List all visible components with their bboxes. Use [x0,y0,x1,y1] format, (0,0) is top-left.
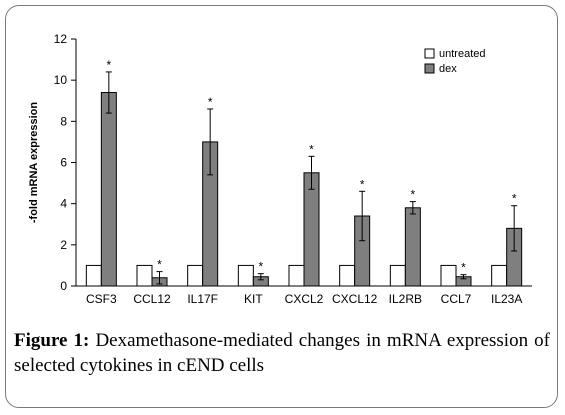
significance-marker: * [157,258,162,272]
significance-marker: * [512,192,517,206]
bar-untreated-il17f [187,264,204,287]
significance-marker: * [410,188,415,202]
bar-dex-il2rb [404,207,421,287]
bar-untreated-csf3 [85,264,102,287]
x-tick-label-csf3: CSF3 [86,292,117,306]
bar-untreated-il2rb [389,264,406,287]
legend-swatch-dex [424,63,435,74]
figure-label: Figure 1: [14,330,90,351]
y-tick-label: 6 [60,156,67,170]
bar-untreated-ccl7 [440,264,457,287]
significance-marker: * [360,177,365,191]
legend-label-dex: dex [439,63,457,75]
legend-label-untreated: untreated [439,48,485,60]
significance-marker: * [106,58,111,72]
significance-marker: * [309,142,314,156]
y-tick-label: 2 [60,238,67,252]
legend-swatch-untreated [424,48,435,59]
figure-caption-text: Dexamethasone-mediated changes in mRNA e… [14,330,550,376]
chart-bars: * * * * * * * * * [85,58,523,287]
chart-legend: untreated dex [424,48,485,75]
y-tick-label: 10 [54,73,68,87]
figure-caption: Figure 1: Dexamethasone-mediated changes… [14,328,550,378]
bar-untreated-cxcl12 [339,264,356,287]
y-tick-label: 12 [54,32,68,46]
x-tick-label-ccl7: CCL7 [441,292,472,306]
x-tick-label-cxcl2: CXCL2 [285,292,324,306]
bar-dex-cxcl2 [303,172,320,287]
bar-untreated-cxcl2 [288,264,305,287]
x-tick-label-il23a: IL23A [491,292,522,306]
x-tick-label-cxcl12: CXCL12 [332,292,378,306]
significance-marker: * [208,95,213,109]
y-tick-label: 4 [60,197,67,211]
figure-frame [5,5,558,408]
x-tick-label-ccl12: CCL12 [133,292,171,306]
y-tick-label: 8 [60,114,67,128]
x-tick-label-il17f: IL17F [187,292,218,306]
x-tick-label-il2rb: IL2RB [389,292,422,306]
bar-dex-csf3 [100,92,117,287]
bar-untreated-ccl12 [136,264,153,287]
y-axis-title: -fold mRNA expression [28,102,40,224]
bar-untreated-kit [237,264,254,287]
significance-marker: * [258,260,263,274]
significance-marker: * [461,261,466,275]
x-tick-label-kit: KIT [244,292,263,306]
bar-untreated-il23a [491,264,508,287]
y-tick-label: 0 [60,279,67,293]
